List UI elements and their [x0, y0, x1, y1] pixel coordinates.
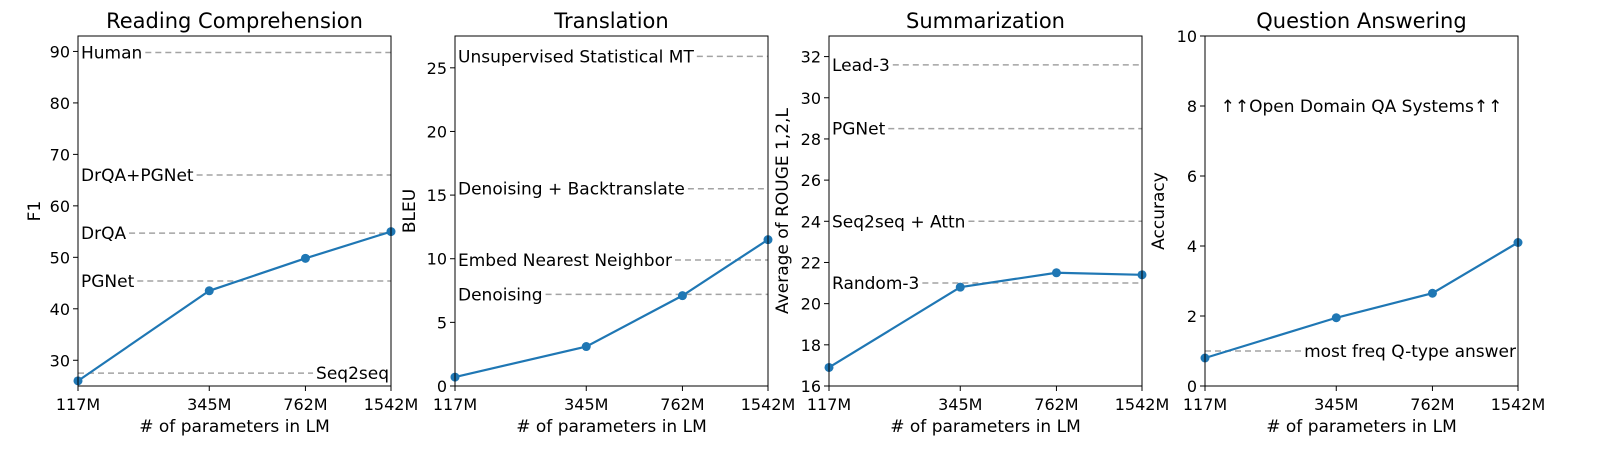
- panel-1-y-tick-label: 80: [50, 94, 70, 113]
- panel-2-y-tick-label: 0: [437, 377, 447, 396]
- panel-2-plot-frame: [454, 35, 769, 387]
- reference-label-unsupervised-statistical-mt: Unsupervised Statistical MT: [458, 47, 694, 67]
- reference-label-drqa-pgnet: DrQA+PGNet: [81, 166, 194, 186]
- panel-4-x-tick-label-1542m: 1542M: [1491, 395, 1546, 414]
- panel-2-y-tick-label: 5: [437, 313, 447, 332]
- panel-3-series-line: [828, 271, 1143, 369]
- panel-2-y-tick-label: 10: [427, 250, 447, 269]
- reference-label-seq2seq: Seq2seq: [316, 364, 389, 384]
- panel-3-y-tick-label: 24: [801, 212, 821, 231]
- reference-label-seq2seq-attn: Seq2seq + Attn: [832, 212, 965, 232]
- panel-2-x-axis-label: # of parameters in LM: [516, 417, 707, 437]
- panel-1-y-tick-label: 60: [50, 197, 70, 216]
- panel-4-data-point-762m: [1427, 288, 1437, 298]
- panel-3-x-tick-label-1542m: 1542M: [1115, 395, 1170, 414]
- panel-4-y-tick-label: 8: [1187, 97, 1197, 116]
- panel-4-y-tick-label: 10: [1177, 27, 1197, 46]
- panel-3-y-tick-label: 18: [801, 336, 821, 355]
- panel-2-data-point-762m: [677, 291, 687, 301]
- panel-3-data-point-762m: [1051, 268, 1061, 278]
- reference-label-denoising-backtranslate: Denoising + Backtranslate: [458, 180, 685, 200]
- panel-1-x-tick-label-762m: 762M: [283, 395, 327, 414]
- panel-4-data-point-345m: [1331, 313, 1341, 323]
- panel-1-x-axis-label: # of parameters in LM: [139, 417, 330, 437]
- panel-1-y-tick-label: 90: [50, 42, 70, 61]
- panel-2-data-point-345m: [581, 342, 591, 352]
- panel-3-y-tick-label: 32: [801, 48, 821, 67]
- panel-2-title: Translation: [553, 9, 668, 33]
- reference-label-embed-nearest-neighbor: Embed Nearest Neighbor: [458, 251, 672, 271]
- panel-3-y-tick-label: 26: [801, 171, 821, 190]
- reference-label-pgnet: PGNet: [832, 120, 886, 140]
- reference-label-drqa: DrQA: [81, 224, 126, 244]
- panel-1-y-tick-label: 40: [50, 300, 70, 319]
- panel-1-data-point-345m: [204, 286, 214, 296]
- panel-1-x-tick-label-117m: 117M: [56, 395, 100, 414]
- panel-1-plot-frame: [77, 35, 392, 387]
- panel-1-title: Reading Comprehension: [106, 9, 363, 33]
- panel-1-x-tick-label-345m: 345M: [187, 395, 231, 414]
- panel-1-y-axis-label: F1: [25, 201, 45, 222]
- panel-4-x-tick-label-117m: 117M: [1183, 395, 1227, 414]
- reference-label-denoising: Denoising: [458, 285, 543, 305]
- panel-1-y-tick-label: 50: [50, 248, 70, 267]
- panel-3-y-tick-label: 16: [801, 377, 821, 396]
- panel-1-y-tick-label: 70: [50, 145, 70, 164]
- panel-2-y-tick-label: 25: [427, 59, 447, 78]
- panel-4-y-tick-label: 2: [1187, 307, 1197, 326]
- panel-4-x-axis-label: # of parameters in LM: [1266, 417, 1457, 437]
- panel-3-plot-frame: [828, 35, 1143, 387]
- reference-label-human: Human: [81, 43, 142, 63]
- panel-2-series-line: [454, 238, 769, 379]
- panel-4-y-tick-label: 0: [1187, 377, 1197, 396]
- panel-3-y-tick-label: 20: [801, 295, 821, 314]
- panel-1-x-tick-label-1542m: 1542M: [364, 395, 419, 414]
- panel-3-x-tick-label-345m: 345M: [938, 395, 982, 414]
- panel-2-x-tick-label-345m: 345M: [564, 395, 608, 414]
- panel-3-y-tick-label: 30: [801, 89, 821, 108]
- panel-3-x-tick-label-117m: 117M: [807, 395, 851, 414]
- panel-4-y-tick-label: 6: [1187, 167, 1197, 186]
- panel-2-x-tick-label-1542m: 1542M: [741, 395, 796, 414]
- panel-1-y-tick-label: 30: [50, 351, 70, 370]
- reference-label-pgnet: PGNet: [81, 272, 135, 292]
- panel-4-title: Question Answering: [1256, 9, 1466, 33]
- panel-1-series-line: [77, 230, 392, 382]
- panel-3-x-axis-label: # of parameters in LM: [890, 417, 1081, 437]
- panel-4-plot-frame: [1204, 35, 1519, 387]
- panel-2-x-tick-label-762m: 762M: [660, 395, 704, 414]
- reference-label-lead-3: Lead-3: [832, 56, 890, 76]
- panel-3-y-axis-label: Average of ROUGE 1,2,L: [773, 108, 793, 314]
- panel-3-y-tick-label: 22: [801, 253, 821, 272]
- panel-4-x-tick-label-762m: 762M: [1410, 395, 1454, 414]
- panel-1-data-point-762m: [300, 253, 310, 263]
- reference-label-most-freq-q-type-answer: most freq Q-type answer: [1304, 342, 1516, 362]
- panel-2-x-tick-label-117m: 117M: [433, 395, 477, 414]
- panel-3-x-tick-label-762m: 762M: [1034, 395, 1078, 414]
- panel-4-annotation: ↑↑Open Domain QA Systems↑↑: [1221, 97, 1503, 117]
- panel-4-y-axis-label: Accuracy: [1149, 172, 1169, 250]
- panel-3-y-tick-label: 28: [801, 130, 821, 149]
- panel-4-y-tick-label: 4: [1187, 237, 1197, 256]
- panel-4-x-tick-label-345m: 345M: [1314, 395, 1358, 414]
- reference-label-random-3: Random-3: [832, 274, 919, 294]
- panel-2-y-tick-label: 20: [427, 122, 447, 141]
- panel-2-y-axis-label: BLEU: [400, 189, 420, 233]
- panel-4-series-line: [1204, 241, 1519, 360]
- panel-3-title: Summarization: [906, 9, 1065, 33]
- panel-3-data-point-345m: [955, 282, 965, 292]
- panel-2-y-tick-label: 15: [427, 186, 447, 205]
